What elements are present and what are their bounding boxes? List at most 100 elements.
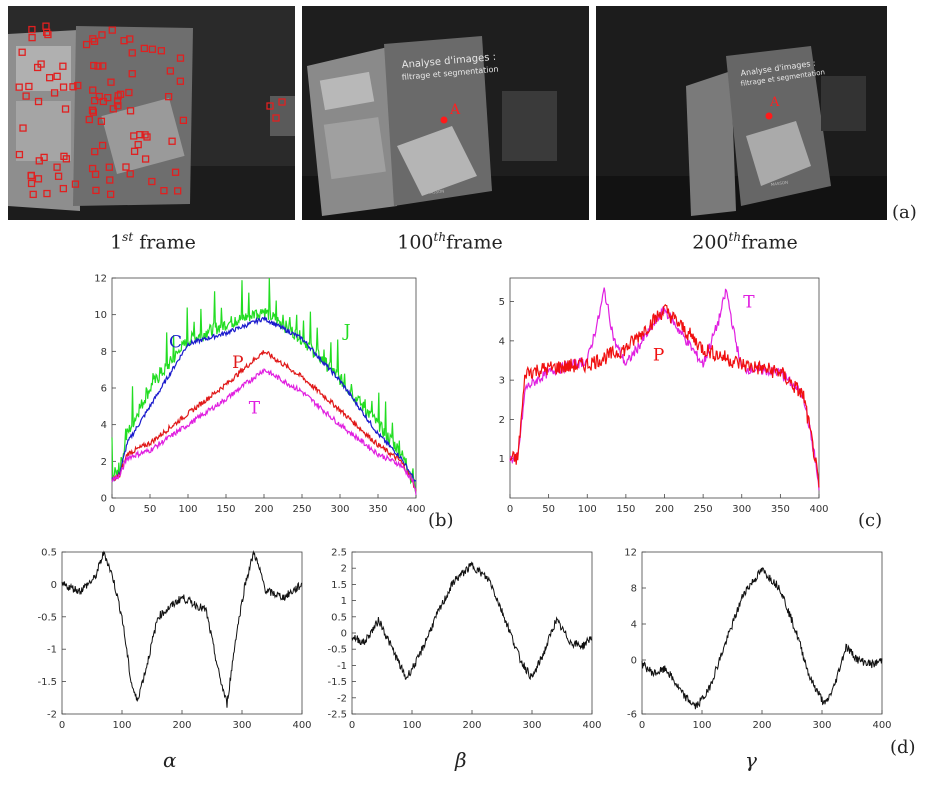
y-tick-label: 4 — [101, 420, 107, 431]
y-tick-label: 0 — [51, 580, 57, 591]
x-tick-label: 400 — [406, 504, 425, 515]
feature-point-marker — [53, 72, 61, 80]
feature-point-marker — [98, 141, 107, 150]
feature-point-marker — [120, 37, 128, 45]
feature-point-marker — [89, 86, 97, 94]
x-tick-label: 350 — [368, 504, 387, 515]
point-a-label-frame-2: A — [449, 102, 461, 118]
series-label-P: P — [653, 346, 664, 366]
feature-point-marker — [134, 140, 142, 149]
x-tick-label: 400 — [872, 720, 891, 731]
x-tick-label: 200 — [462, 720, 481, 731]
y-tick-label: 2.5 — [331, 548, 347, 559]
feature-point-marker — [114, 102, 122, 110]
x-tick-label: 100 — [178, 504, 197, 515]
feature-point-marker — [43, 189, 51, 198]
feature-point-marker — [34, 97, 43, 106]
y-tick-label: 8 — [101, 347, 107, 358]
point-a-marker-frame-2 — [440, 116, 448, 124]
x-tick-label: 300 — [330, 504, 349, 515]
x-tick-label: 400 — [582, 720, 601, 731]
feature-point-marker — [166, 67, 175, 75]
feature-point-marker — [136, 131, 144, 139]
x-tick-label: 0 — [349, 720, 355, 731]
x-tick-label: 400 — [292, 720, 311, 731]
feature-points — [15, 22, 286, 199]
x-tick-label: 150 — [616, 504, 635, 515]
frame-1-caption: 1st frame — [88, 230, 218, 253]
frame-1-caption-num: 1 — [110, 231, 123, 254]
x-tick-label: 50 — [542, 504, 555, 515]
y-tick-label: 12 — [624, 548, 637, 559]
x-tick-label: 0 — [507, 504, 513, 515]
feature-point-marker — [125, 88, 133, 97]
frame-2: Analyse d'images : filtrage et segmentat… — [302, 6, 589, 220]
feature-point-marker — [272, 114, 280, 122]
series-line-P — [111, 350, 417, 492]
feature-point-marker — [164, 93, 173, 101]
frame-3-image: Analyse d'images : filtrage et segmentat… — [596, 6, 887, 220]
y-tick-label: 4 — [631, 620, 637, 631]
feature-point-marker — [28, 25, 36, 34]
y-tick-label: 10 — [94, 310, 107, 321]
feature-point-marker — [99, 62, 107, 70]
frame-2-image: Analyse d'images : filtrage et segmentat… — [302, 6, 589, 220]
feature-point-marker — [168, 137, 176, 145]
y-tick-label: 2 — [341, 564, 347, 575]
feature-point-marker — [54, 172, 63, 180]
y-tick-label: 8 — [631, 584, 637, 595]
y-tick-label: -0.5 — [37, 612, 57, 623]
x-tick-label: 100 — [692, 720, 711, 731]
x-tick-label: 300 — [732, 504, 751, 515]
feature-point-marker — [179, 116, 188, 124]
y-tick-label: 1 — [499, 454, 505, 465]
feature-point-marker — [108, 26, 116, 34]
feature-point-marker — [91, 147, 99, 156]
y-tick-label: 12 — [94, 274, 107, 285]
frame-2-caption: 100thframe — [375, 230, 525, 253]
feature-point-marker — [148, 45, 157, 53]
feature-point-marker — [143, 133, 151, 141]
feature-point-marker — [176, 54, 185, 62]
series-line-J — [111, 277, 417, 494]
y-tick-label: -1 — [337, 661, 347, 672]
point-a-marker-frame-3 — [765, 112, 773, 120]
y-tick-label: 0 — [101, 494, 107, 505]
feature-point-marker — [107, 78, 115, 86]
feature-point-marker — [266, 102, 274, 110]
y-tick-label: 2 — [499, 415, 505, 426]
y-tick-label: 2 — [101, 457, 107, 468]
panel-label-a: (a) — [892, 202, 917, 223]
feature-point-marker — [53, 163, 61, 171]
y-tick-label: 0.5 — [41, 548, 57, 559]
feature-point-marker — [141, 131, 149, 139]
plot-frame — [351, 551, 593, 715]
feature-point-marker — [114, 92, 122, 100]
point-a-label-frame-3: A — [769, 95, 780, 110]
plot-frame — [61, 551, 303, 715]
feature-point-marker — [141, 155, 150, 163]
y-tick-label: -2 — [47, 710, 57, 721]
x-tick-label: 250 — [292, 504, 311, 515]
y-tick-label: 5 — [499, 297, 505, 308]
panel-label-d: (d) — [890, 737, 916, 758]
feature-point-marker — [71, 180, 80, 188]
y-tick-label: -1.5 — [37, 677, 57, 688]
feature-point-marker — [25, 82, 33, 91]
feature-point-marker — [27, 172, 35, 180]
series-line-angle — [351, 561, 593, 681]
frame-2-caption-num: 100 — [397, 231, 434, 254]
feature-point-marker — [148, 177, 156, 186]
y-tick-label: 4 — [499, 336, 505, 347]
chart-b-svg: 0 50 100 150 200 250 300 350 400 0 2 4 6 8 10 12 C J P T — [94, 274, 425, 516]
y-tick-label: 1.5 — [331, 580, 347, 591]
frame-3-caption-rest: frame — [741, 231, 798, 254]
feature-point-marker — [34, 175, 43, 183]
chart-c: 0 50 100 150 200 250 300 350 400 1 2 3 4 5 T P — [480, 272, 829, 522]
series-line-angle — [641, 567, 883, 710]
frame-3-caption-num: 200 — [692, 231, 729, 254]
x-tick-label: 0 — [109, 504, 115, 515]
feature-point-marker — [28, 33, 36, 42]
y-tick-label: 6 — [101, 384, 107, 395]
